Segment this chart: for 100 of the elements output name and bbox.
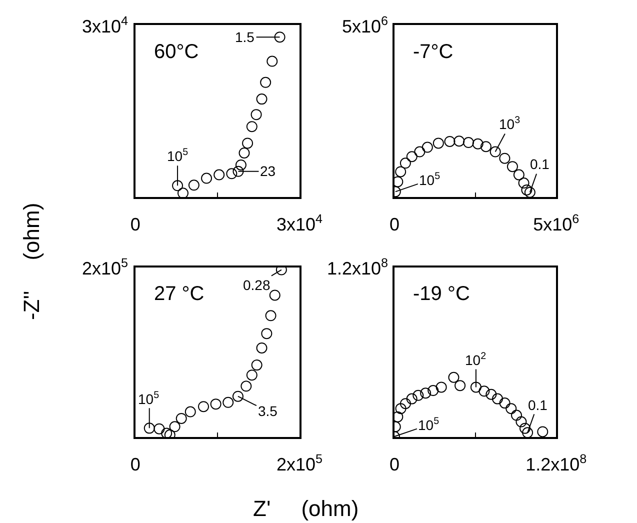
x-tick-label: 1.2x10$^{8}$ xyxy=(526,452,587,475)
point xyxy=(516,416,527,428)
point xyxy=(161,428,172,438)
point xyxy=(422,142,433,153)
point xyxy=(246,121,258,132)
x-tick-label: 0 xyxy=(130,454,140,475)
point xyxy=(210,398,222,410)
point xyxy=(428,385,439,396)
point xyxy=(232,166,244,177)
x-tick-label: 2x10$^{5}$ xyxy=(276,452,323,475)
annotation: 10$^{2}$ xyxy=(465,351,486,368)
point xyxy=(406,151,418,162)
chart-title: -19 °C xyxy=(413,283,470,305)
point xyxy=(395,166,406,178)
point xyxy=(222,396,234,408)
point xyxy=(486,388,497,400)
point xyxy=(232,390,244,402)
point xyxy=(412,390,424,401)
point xyxy=(250,109,262,120)
annotation: 10$^{5}$ xyxy=(418,416,440,433)
point xyxy=(524,186,536,198)
point xyxy=(172,180,184,192)
point xyxy=(436,382,447,393)
point xyxy=(256,342,268,354)
point xyxy=(492,393,504,404)
point xyxy=(444,136,456,147)
annotation: 23 xyxy=(260,163,276,179)
point xyxy=(214,169,225,180)
point xyxy=(169,421,180,432)
point xyxy=(414,146,426,158)
point xyxy=(511,410,522,421)
point xyxy=(176,412,187,424)
x-tick-label: 5x10$^{6}$ xyxy=(533,212,580,235)
x-axis-title: Z' (ohm) xyxy=(253,496,359,521)
annotation: 0.28 xyxy=(243,277,270,293)
x-tick-label: 0 xyxy=(130,214,140,235)
point xyxy=(266,56,278,67)
point xyxy=(251,360,262,371)
annotation: 10$^{5}$ xyxy=(167,147,189,164)
point xyxy=(513,169,524,180)
point xyxy=(235,159,246,170)
point xyxy=(448,372,460,383)
point xyxy=(238,147,250,158)
point xyxy=(240,380,252,392)
point xyxy=(478,386,490,397)
point xyxy=(480,141,492,152)
point xyxy=(188,180,200,191)
annotation: 10$^{5}$ xyxy=(419,171,441,188)
point xyxy=(198,401,210,412)
point xyxy=(246,370,258,381)
point xyxy=(454,380,466,392)
text: 5x10$^{6}$ xyxy=(342,14,388,37)
point xyxy=(260,76,272,88)
point xyxy=(499,398,510,409)
text: 3x10$^{4}$ xyxy=(82,14,128,37)
text: 2x10$^{5}$ xyxy=(82,256,128,279)
point xyxy=(201,172,212,184)
point xyxy=(432,138,444,149)
point xyxy=(490,146,501,158)
point xyxy=(406,393,418,404)
point xyxy=(462,137,474,148)
point xyxy=(178,188,188,198)
annotation: 0.1 xyxy=(528,397,548,413)
point xyxy=(184,406,196,418)
point xyxy=(242,138,254,149)
point xyxy=(274,32,286,43)
point xyxy=(400,158,411,169)
point xyxy=(521,184,532,196)
point xyxy=(256,94,268,105)
point xyxy=(537,426,548,438)
point xyxy=(400,398,411,410)
x-tick-label: 0 xyxy=(389,214,400,235)
chart-title: -7°C xyxy=(413,41,454,63)
annotation: 10$^{3}$ xyxy=(499,115,521,132)
point xyxy=(520,422,530,434)
point xyxy=(144,422,155,434)
annotation: 1.5 xyxy=(235,29,255,45)
chart-title: 60°C xyxy=(154,41,199,63)
x-tick-label: 3x10$^{4}$ xyxy=(276,212,323,235)
point xyxy=(420,388,432,399)
point xyxy=(470,382,482,393)
point xyxy=(506,403,517,414)
point xyxy=(454,136,465,147)
point xyxy=(226,168,238,180)
point xyxy=(261,328,272,340)
point xyxy=(506,161,518,172)
point xyxy=(154,423,165,434)
y-axis-title: -Z'' (ohm) xyxy=(19,202,44,320)
point xyxy=(472,138,484,150)
point xyxy=(522,427,534,438)
text: 27 °C xyxy=(154,283,204,305)
point xyxy=(269,290,280,301)
annotation: 0.1 xyxy=(530,156,550,172)
text: 1.2x10$^{8}$ xyxy=(327,256,388,279)
point xyxy=(395,403,406,414)
annotation: 10$^{5}$ xyxy=(138,390,160,407)
point xyxy=(518,178,530,189)
point xyxy=(265,310,276,322)
x-tick-label: 0 xyxy=(389,454,400,475)
annotation: 3.5 xyxy=(258,403,278,419)
